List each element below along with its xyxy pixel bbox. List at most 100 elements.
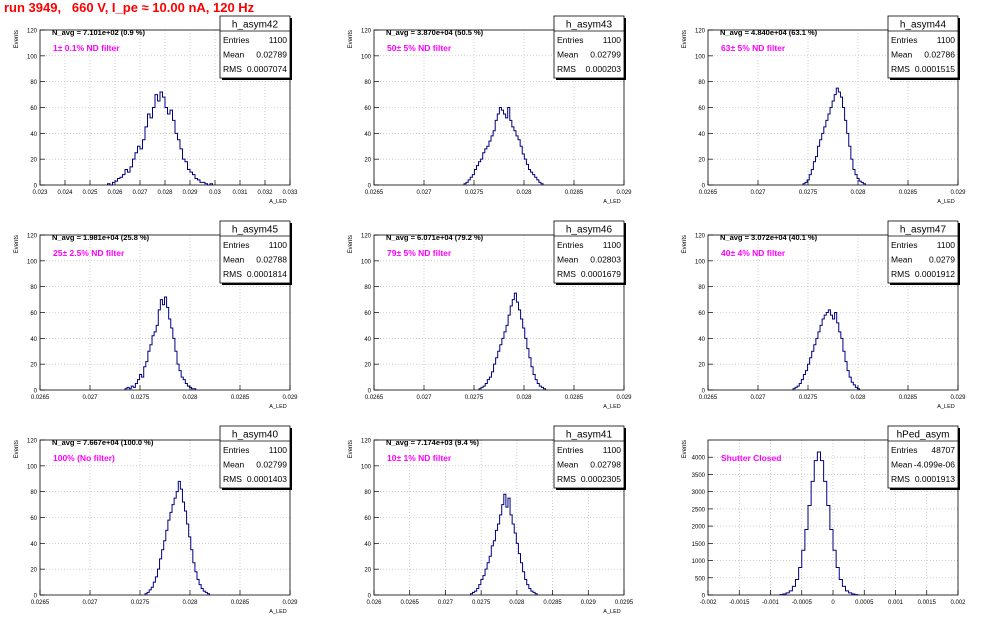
histogram-name: h_asym40 — [232, 430, 279, 441]
stats-value: 1100 — [603, 445, 622, 455]
y-tick-label: 60 — [30, 106, 37, 112]
x-tick-label: 0.0275 — [465, 395, 484, 401]
stats-label: Entries — [891, 240, 917, 250]
stats-value: 1100 — [269, 445, 288, 455]
y-tick-label: 20 — [30, 568, 37, 574]
y-tick-label: 20 — [698, 363, 705, 369]
x-tick-label: 0.0275 — [799, 395, 818, 401]
stats-value: 0.02803 — [590, 255, 621, 265]
stats-value: 0.0001679 — [581, 269, 621, 279]
stats-value: 0.000203 — [586, 64, 622, 74]
y-tick-label: 40 — [698, 337, 705, 343]
histogram-series — [792, 309, 861, 390]
stats-label: RMS — [223, 474, 242, 484]
y-tick-label: 500 — [695, 576, 706, 582]
y-tick-label: 1000 — [692, 559, 706, 565]
y-tick-label: 100 — [27, 259, 38, 265]
x-tick-label: 0 — [831, 600, 835, 606]
stats-box — [219, 15, 291, 79]
y-tick-label: 80 — [364, 285, 371, 291]
n-avg-label: N_avg = 4.840e+04 (63.1 %) — [720, 28, 818, 37]
histogram-panel: 0 20 40 60 80 100 120 0.0265 0.027 0.0275 0.028 0.0… — [14, 220, 298, 410]
n-avg-label: N_avg = 6.071e+04 (79.2 %) — [386, 233, 484, 242]
y-tick-label: 80 — [30, 80, 37, 86]
n-avg-label: N_avg = 7.667e+04 (100.0 %) — [52, 438, 154, 447]
stats-box — [887, 425, 959, 489]
y-tick-label: 0 — [702, 184, 706, 190]
filter-label: 1± 0.1% ND filter — [53, 43, 120, 53]
y-tick-label: 40 — [30, 542, 37, 548]
x-tick-label: 0.029 — [616, 395, 632, 401]
y-axis-label: Events — [682, 440, 688, 458]
y-tick-label: 20 — [30, 363, 37, 369]
y-tick-label: 40 — [698, 132, 705, 138]
x-tick-label: 0.0005 — [855, 600, 874, 606]
y-tick-label: 20 — [30, 158, 37, 164]
stats-value: 48707 — [931, 445, 955, 455]
x-tick-label: 0.027 — [82, 395, 98, 401]
y-tick-label: 20 — [364, 158, 371, 164]
x-tick-label: 0.029 — [182, 190, 198, 196]
histogram-name: h_asym46 — [566, 225, 613, 236]
histogram-panel: 0 20 40 60 80 100 120 0.0265 0.027 0.0275 0.028 0.0… — [682, 15, 966, 205]
x-tick-label: 0.0265 — [699, 190, 718, 196]
x-tick-label: -0.002 — [699, 600, 717, 606]
x-tick-label: 0.001 — [888, 600, 904, 606]
y-tick-label: 100 — [695, 259, 706, 265]
stats-value: 0.0279 — [929, 255, 955, 265]
x-tick-label: 0.033 — [282, 190, 298, 196]
stats-value: 0.0001913 — [915, 474, 955, 484]
y-tick-label: 40 — [30, 337, 37, 343]
y-tick-label: 120 — [27, 29, 38, 35]
y-tick-label: 2000 — [692, 525, 706, 531]
x-tick-label: 0.0265 — [365, 190, 384, 196]
y-tick-label: 0 — [368, 184, 372, 190]
stats-label: Entries — [557, 445, 583, 455]
x-tick-label: 0.0265 — [401, 600, 420, 606]
stats-value: 0.02788 — [256, 255, 287, 265]
x-tick-label: 0.028 — [182, 600, 198, 606]
y-tick-label: 60 — [30, 311, 37, 317]
stats-value: 1100 — [269, 35, 288, 45]
y-axis-label: Events — [348, 440, 354, 458]
histogram-panel: 0 500 1000 1500 2000 2500 3000 3500 4000 -0.002 -0… — [682, 425, 966, 606]
filter-label: 100% (No filter) — [53, 453, 115, 463]
stats-value: 1100 — [269, 240, 288, 250]
y-tick-label: 0 — [702, 594, 706, 600]
x-tick-label: 0.0265 — [31, 600, 50, 606]
histogram-panel: 0 20 40 60 80 100 120 0.0265 0.027 0.0275 0.028 0.0… — [348, 220, 632, 410]
histogram-series — [802, 87, 866, 185]
stats-box — [553, 15, 625, 79]
stats-label: RMS — [223, 269, 242, 279]
y-tick-label: 100 — [27, 464, 38, 470]
x-tick-label: 0.0285 — [231, 395, 250, 401]
y-tick-label: 120 — [695, 29, 706, 35]
histogram-panel: 0 20 40 60 80 100 120 0.0265 0.027 0.0275 0.028 0.0… — [682, 220, 966, 410]
x-axis-label: A_LED — [603, 609, 620, 615]
x-tick-label: 0.029 — [950, 395, 966, 401]
stats-label: Mean — [223, 460, 245, 470]
histogram-series — [779, 451, 859, 596]
x-axis-label: A_LED — [269, 404, 286, 410]
stats-value: -4.099e-06 — [914, 460, 955, 470]
y-tick-label: 120 — [361, 234, 372, 240]
stats-value: 0.0002305 — [581, 474, 621, 484]
x-tick-label: -0.0015 — [729, 600, 750, 606]
x-tick-label: 0.028 — [516, 395, 532, 401]
y-tick-label: 120 — [27, 234, 38, 240]
filter-label: 25± 2.5% ND filter — [53, 248, 125, 258]
y-tick-label: 20 — [364, 363, 371, 369]
stats-box — [887, 220, 959, 284]
x-tick-label: 0.0285 — [231, 600, 250, 606]
x-tick-label: 0.024 — [57, 190, 73, 196]
x-axis-label: A_LED — [603, 404, 620, 410]
stats-label: Entries — [223, 445, 249, 455]
y-tick-label: 1500 — [692, 542, 706, 548]
x-tick-label: 0.029 — [282, 600, 298, 606]
stats-label: Entries — [891, 445, 917, 455]
histogram-panel: 0 20 40 60 80 100 120 0.0265 0.027 0.0275 0.028 0.0… — [348, 15, 632, 205]
stats-value: 0.02786 — [924, 50, 955, 60]
stats-value: 1100 — [937, 240, 956, 250]
y-tick-label: 40 — [30, 132, 37, 138]
stats-label: Entries — [223, 240, 249, 250]
